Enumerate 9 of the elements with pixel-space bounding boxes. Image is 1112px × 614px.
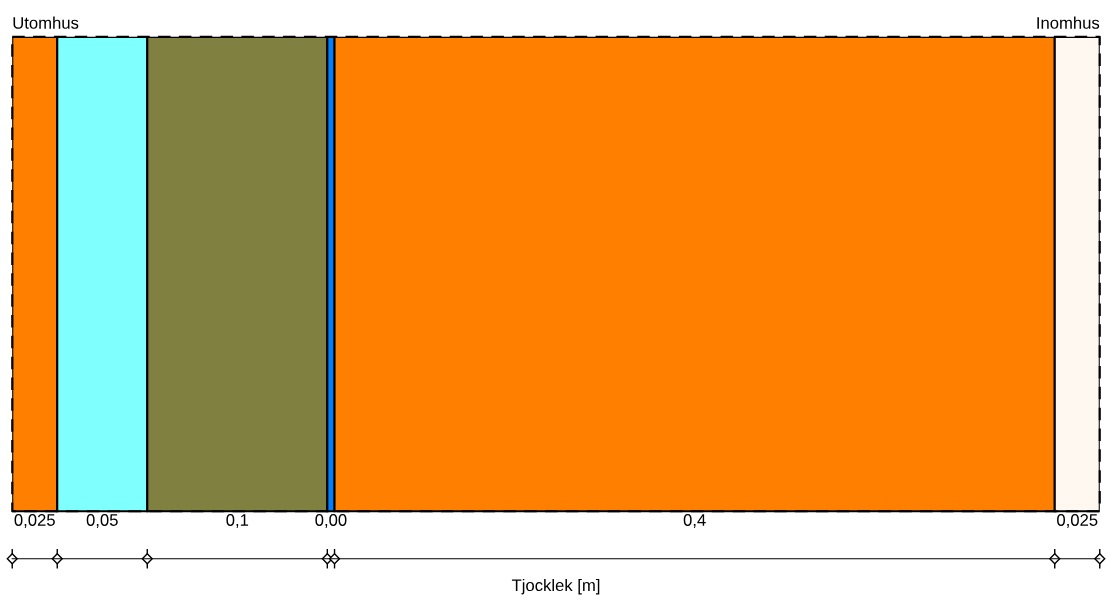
data-label: 0,025 [1057,514,1098,528]
x-axis-title: Tjocklek [m] [511,578,600,595]
data-label: 0,1 [226,514,249,528]
data-label: 0,4 [683,514,706,528]
data-label: 0,05 [86,514,118,528]
text: Utomhus [13,16,79,29]
data-label: 0,00 [315,514,347,528]
data-label: 0,025 [14,514,55,528]
text: Inomhus [1037,16,1100,29]
